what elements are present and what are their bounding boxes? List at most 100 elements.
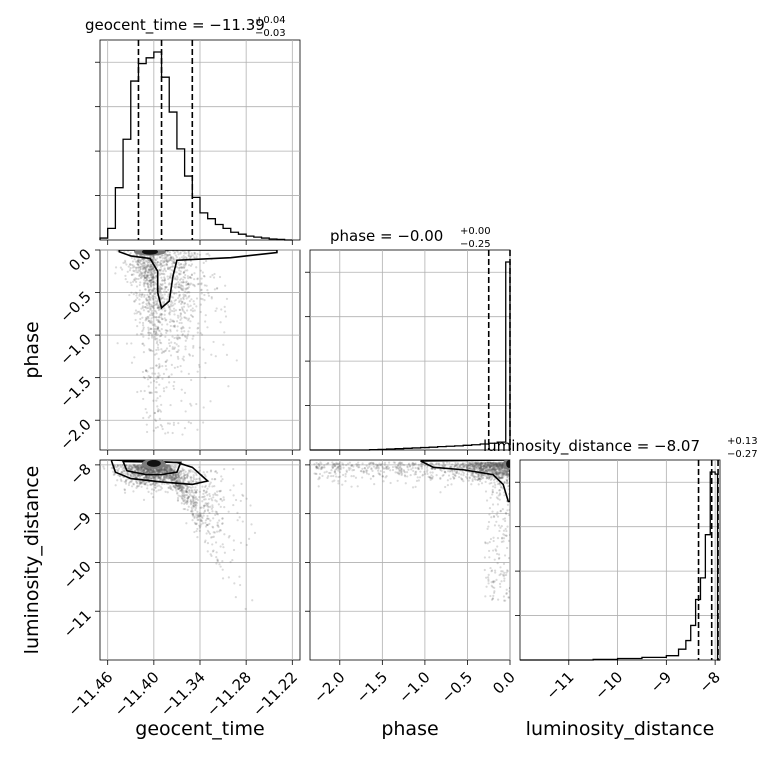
sample-point [194, 505, 197, 508]
sample-point [209, 469, 213, 472]
sample-point [212, 526, 215, 529]
x-tick-label: −10 [591, 668, 626, 703]
sample-point [174, 486, 177, 489]
sample-point [171, 335, 174, 338]
sample-point [114, 484, 117, 487]
sample-point [165, 467, 168, 470]
sample-point [455, 464, 458, 467]
sample-point [314, 472, 317, 475]
sample-point [180, 330, 183, 333]
sample-point [130, 467, 133, 471]
sample-point [146, 261, 149, 264]
sample-point [197, 498, 200, 502]
sample-point [158, 288, 162, 291]
sample-point [325, 463, 328, 466]
sample-point [134, 464, 137, 468]
sample-point [484, 462, 487, 465]
sample-point [167, 486, 171, 489]
sample-point [418, 476, 422, 479]
sample-point [159, 263, 163, 266]
sample-point [140, 466, 143, 469]
sample-point [202, 506, 205, 509]
sample-point [155, 490, 158, 493]
sample-point [478, 463, 482, 466]
sample-point [134, 318, 137, 322]
sample-point [204, 361, 207, 365]
sample-point [156, 260, 159, 263]
sample-point [497, 465, 500, 468]
sample-point [183, 476, 186, 480]
sample-point [211, 506, 214, 509]
sample-point [150, 334, 154, 338]
sample-point [155, 386, 158, 389]
sample-point [135, 266, 138, 269]
sample-point [337, 469, 340, 472]
sample-point [430, 462, 434, 465]
sample-point [165, 471, 169, 474]
sample-point [433, 467, 437, 471]
sample-point [386, 465, 389, 468]
sample-point [153, 287, 156, 290]
sample-point [506, 472, 509, 475]
sample-point [171, 477, 174, 480]
sample-point [186, 303, 189, 306]
sample-point [222, 496, 225, 499]
sample-point [159, 287, 162, 290]
sample-point [462, 471, 465, 475]
sample-point [155, 330, 158, 333]
sample-point [167, 474, 170, 477]
sample-point [200, 277, 203, 280]
sample-point [490, 462, 493, 465]
sample-point [498, 482, 501, 485]
sample-point [216, 558, 219, 561]
sample-point [443, 464, 446, 468]
sample-point [191, 310, 195, 313]
sample-point [383, 463, 387, 466]
sample-point [139, 464, 142, 468]
sample-point [153, 470, 156, 474]
sample-point [174, 258, 177, 261]
sample-point [166, 476, 169, 480]
sample-point [490, 462, 494, 465]
sample-point [444, 485, 447, 489]
sample-point [241, 493, 244, 496]
sample-point [200, 512, 203, 515]
sample-point [122, 466, 125, 469]
sample-point [469, 471, 472, 474]
sample-point [498, 461, 501, 464]
sample-point [205, 504, 208, 507]
sample-point [169, 473, 172, 477]
sample-point [145, 269, 148, 273]
sample-point [204, 485, 207, 489]
sample-point [150, 471, 153, 474]
sample-point [420, 467, 423, 470]
sample-point [187, 282, 190, 285]
sample-point [147, 331, 150, 335]
sample-point [488, 507, 492, 510]
sample-point [506, 481, 509, 484]
sample-point [460, 477, 463, 480]
sample-point [496, 480, 499, 483]
sample-point [494, 468, 497, 471]
sample-point [173, 477, 176, 480]
sample-point [160, 425, 164, 428]
sample-point [355, 464, 359, 468]
sample-point [453, 465, 456, 468]
sample-point [168, 467, 171, 470]
sample-point [463, 464, 467, 467]
title-geocent-time-plus: +0.04 [255, 15, 286, 26]
sample-point [165, 255, 168, 258]
sample-point [144, 306, 147, 309]
sample-point [462, 465, 466, 468]
sample-point [146, 476, 149, 479]
sample-point [169, 274, 173, 277]
sample-points [114, 250, 238, 436]
sample-point [397, 468, 400, 471]
sample-point [157, 475, 160, 478]
sample-point [157, 469, 161, 472]
sample-point [183, 311, 187, 315]
sample-point [178, 257, 181, 260]
sample-point [165, 464, 169, 467]
sample-point [501, 466, 504, 469]
sample-point [492, 467, 495, 470]
